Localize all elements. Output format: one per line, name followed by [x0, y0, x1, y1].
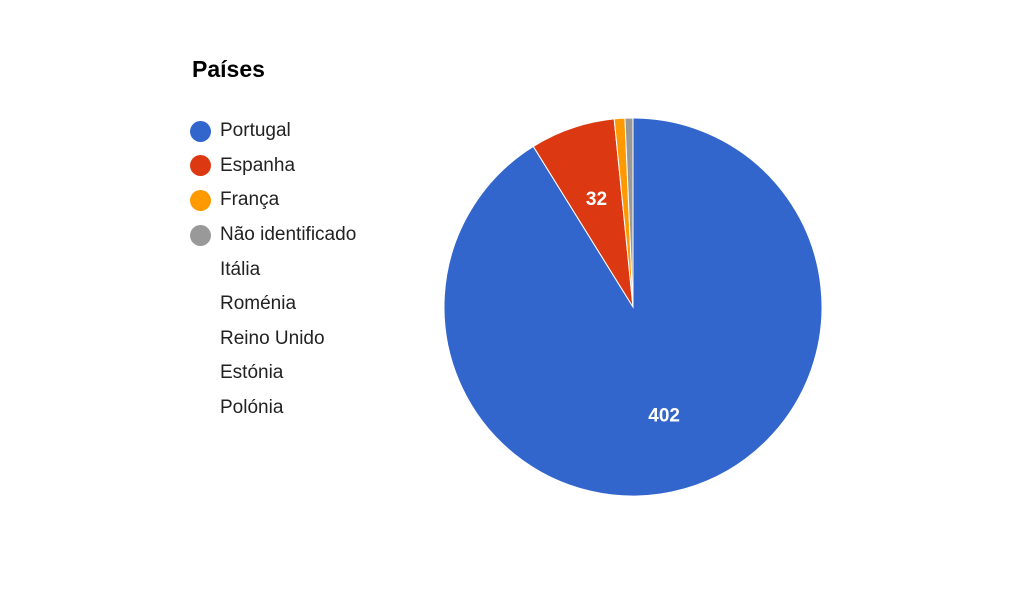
legend-item-portugal[interactable]: Portugal [190, 114, 356, 149]
legend-swatch-espanha [190, 155, 211, 177]
slice-value-label: 32 [586, 189, 607, 210]
legend-label-franca: França [220, 189, 280, 211]
legend-label-romenia: Roménia [220, 293, 297, 315]
legend-label-portugal: Portugal [220, 120, 291, 142]
legend-item-nao-identificado[interactable]: Não identificado [190, 218, 356, 253]
chart-legend: Portugal Espanha França Não identificado… [190, 114, 356, 425]
legend-item-reino-unido[interactable]: Reino Unido [190, 322, 356, 357]
legend-swatch-franca [190, 189, 211, 211]
legend-swatch-portugal [190, 120, 211, 142]
legend-item-romenia[interactable]: Roménia [190, 287, 356, 322]
legend-label-espanha: Espanha [220, 154, 296, 176]
legend-label-reino-unido: Reino Unido [220, 327, 325, 349]
legend-item-estonia[interactable]: Estónia [190, 356, 356, 391]
slice-value-label: 402 [648, 406, 680, 427]
legend-label-italia: Itália [220, 258, 261, 280]
legend-item-espanha[interactable]: Espanha [190, 149, 356, 184]
legend-label-polonia: Polónia [220, 397, 284, 419]
legend-item-italia[interactable]: Itália [190, 252, 356, 287]
legend-item-polonia[interactable]: Polónia [190, 391, 356, 426]
chart-title: Países [192, 56, 265, 82]
legend-item-franca[interactable]: França [190, 183, 356, 218]
pie-slice-n-o-identificado[interactable] [624, 117, 634, 308]
legend-label-estonia: Estónia [220, 362, 284, 384]
legend-label-nao-identificado: Não identificado [220, 224, 357, 246]
legend-swatch-nao-identificado [190, 224, 211, 246]
